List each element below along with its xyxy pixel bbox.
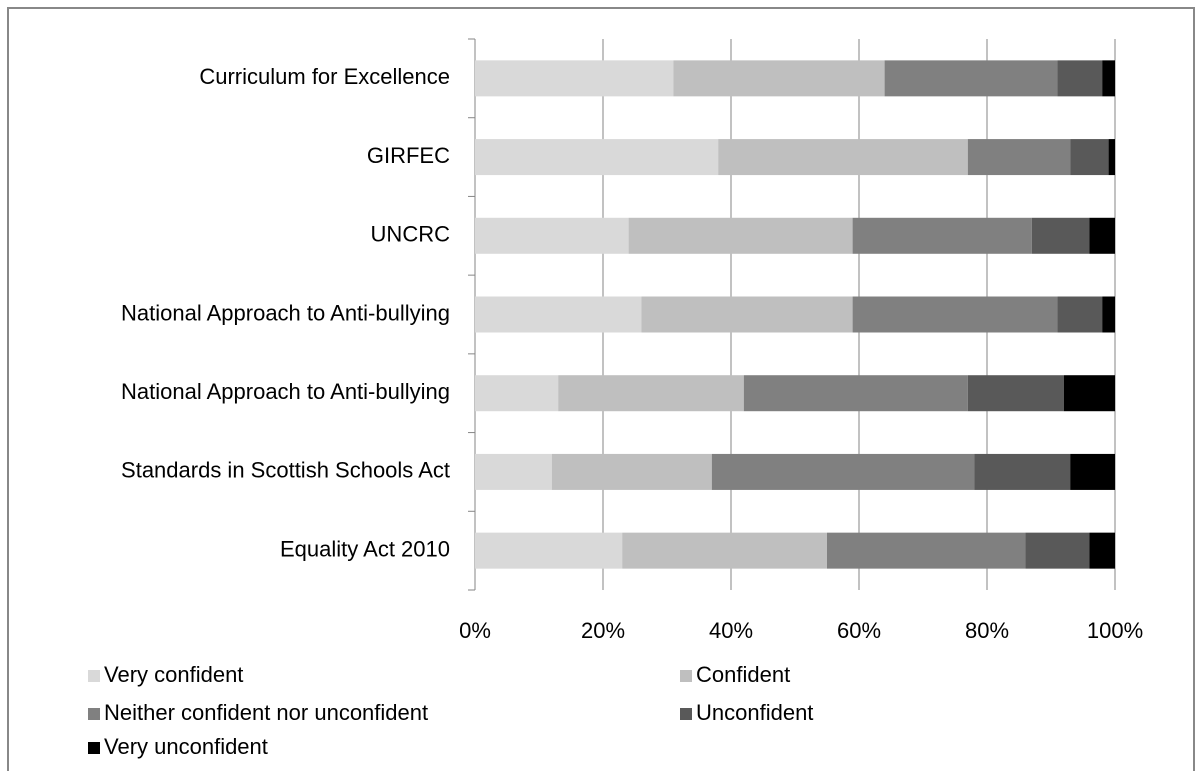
bar-segment: [718, 139, 968, 176]
y-tick-label: Standards in Scottish Schools Act: [121, 458, 450, 483]
bar-segment: [1108, 139, 1115, 176]
bar-segment: [475, 217, 629, 254]
bar-segment: [1102, 296, 1115, 333]
x-tick-label: 20%: [581, 618, 625, 643]
y-tick-label: Curriculum for Excellence: [199, 64, 450, 89]
bar-segment: [475, 296, 642, 333]
bar-segment: [641, 296, 853, 333]
bar-segment: [673, 60, 885, 97]
bar-segment: [558, 375, 744, 412]
x-tick-label: 0%: [459, 618, 491, 643]
bar-segment: [1031, 217, 1090, 254]
legend-label: Very unconfident: [104, 734, 268, 759]
bar-segment: [1102, 60, 1115, 97]
y-tick-label: National Approach to Anti-bullying: [121, 379, 450, 404]
bar-segment: [475, 375, 559, 412]
bar-segment: [551, 453, 712, 490]
bar-segment: [475, 532, 623, 569]
bar-segment: [884, 60, 1058, 97]
bar-segment: [711, 453, 975, 490]
legend-swatch: [88, 742, 100, 754]
bar-segment: [827, 532, 1026, 569]
legend-label: Very confident: [104, 662, 243, 687]
legend-swatch: [88, 708, 100, 720]
bar-segment: [475, 453, 552, 490]
y-tick-label: Equality Act 2010: [280, 536, 450, 561]
y-tick-label: GIRFEC: [367, 143, 450, 168]
bar-segment: [967, 139, 1071, 176]
bar-segment: [475, 60, 674, 97]
bar-segment: [1089, 217, 1115, 254]
y-tick-label: National Approach to Anti-bullying: [121, 300, 450, 325]
legend-swatch: [88, 670, 100, 682]
bar-segment: [1089, 532, 1115, 569]
bar-segment: [852, 296, 1058, 333]
legend-swatch: [680, 670, 692, 682]
bar-segment: [1070, 139, 1109, 176]
bar-segment: [974, 453, 1071, 490]
y-tick-label: UNCRC: [371, 222, 451, 247]
x-tick-label: 80%: [965, 618, 1009, 643]
bar-segment: [1057, 60, 1103, 97]
x-tick-label: 60%: [837, 618, 881, 643]
bar-segment: [622, 532, 827, 569]
bar-segment: [1057, 296, 1103, 333]
x-tick-label: 100%: [1087, 618, 1143, 643]
bar-segment: [852, 217, 1032, 254]
legend-label: Unconfident: [696, 700, 813, 725]
legend-swatch: [680, 708, 692, 720]
bar-segment: [967, 375, 1064, 412]
bar-segment: [628, 217, 853, 254]
bar-segment: [475, 139, 719, 176]
bar-segment: [1063, 375, 1115, 412]
bar-segment: [1070, 453, 1115, 490]
x-tick-label: 40%: [709, 618, 753, 643]
bar-segment: [743, 375, 968, 412]
bar-segment: [1025, 532, 1090, 569]
legend-label: Neither confident nor unconfident: [104, 700, 428, 725]
legend-label: Confident: [696, 662, 790, 687]
